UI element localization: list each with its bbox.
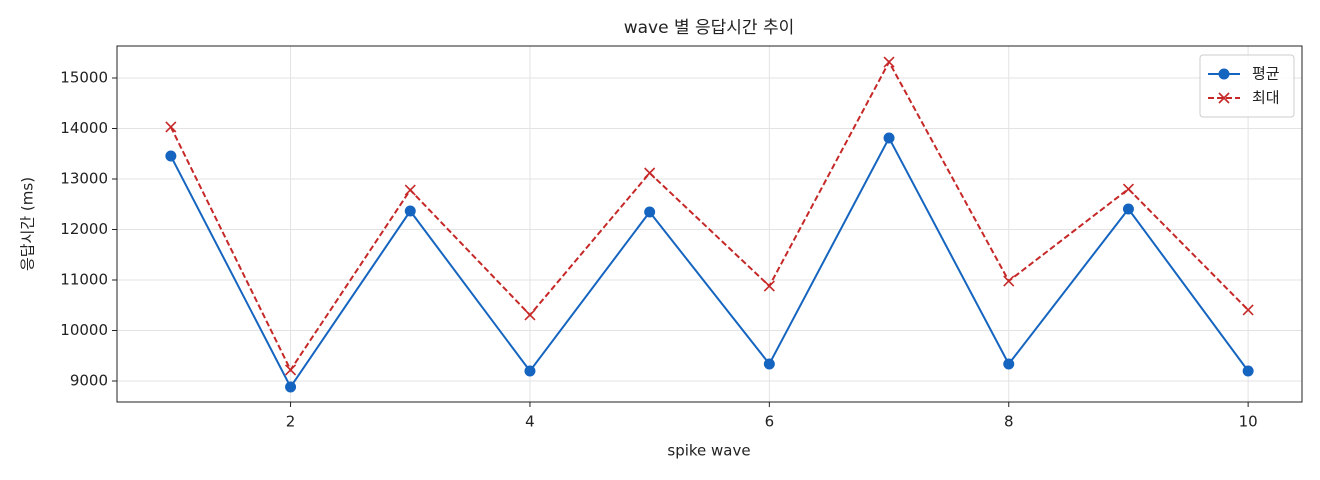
marker xyxy=(284,364,297,376)
marker xyxy=(883,56,895,68)
marker xyxy=(1122,183,1135,195)
x-axis-label: spike wave xyxy=(667,442,750,460)
marker xyxy=(1003,275,1015,287)
marker xyxy=(524,365,536,377)
marker xyxy=(285,381,297,393)
x-tick-label: 6 xyxy=(765,413,775,431)
y-tick-label: 13000 xyxy=(60,170,108,188)
y-tick-label: 15000 xyxy=(60,69,108,87)
marker xyxy=(1242,304,1254,316)
marker xyxy=(763,358,775,370)
marker xyxy=(1242,365,1254,377)
marker xyxy=(644,167,656,179)
legend-label: 평균 xyxy=(1252,65,1280,83)
chart-title: wave 별 응답시간 추이 xyxy=(624,18,795,38)
y-tick-label: 12000 xyxy=(60,220,108,238)
y-tick-label: 10000 xyxy=(60,321,108,339)
x-tick-label: 10 xyxy=(1239,413,1258,431)
marker xyxy=(524,309,536,321)
y-tick-label: 11000 xyxy=(60,271,108,289)
legend-box xyxy=(1199,54,1295,118)
y-tick-label: 9000 xyxy=(70,371,108,389)
series-line xyxy=(169,135,1249,389)
marker xyxy=(404,184,416,196)
marker xyxy=(883,132,895,144)
marker xyxy=(165,121,177,133)
marker xyxy=(404,205,416,217)
marker xyxy=(165,150,177,162)
y-axis-label: 응답시간 (ms) xyxy=(19,177,37,271)
x-tick-label: 2 xyxy=(286,413,296,431)
marker xyxy=(763,280,775,292)
x-tick-label: 4 xyxy=(525,413,535,431)
y-tick-label: 14000 xyxy=(60,119,108,137)
legend-marker xyxy=(1218,68,1230,80)
marker xyxy=(644,206,656,218)
marker xyxy=(1003,358,1015,370)
x-tick-label: 8 xyxy=(1004,413,1014,431)
plot-frame xyxy=(116,45,1303,403)
series-line xyxy=(169,59,1249,372)
marker xyxy=(1122,203,1134,215)
legend-label: 최대 xyxy=(1252,89,1280,107)
legend-marker xyxy=(1218,92,1230,104)
